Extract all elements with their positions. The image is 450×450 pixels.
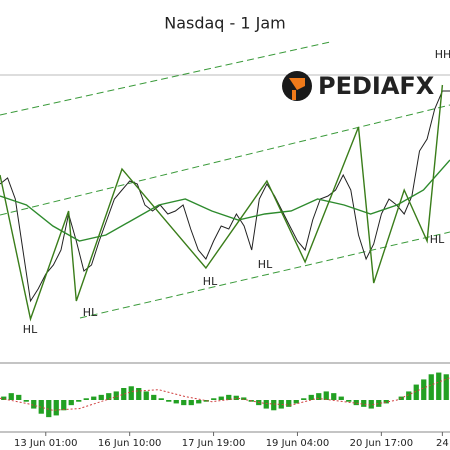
- histogram-bar: [158, 398, 164, 400]
- histogram-bar: [76, 400, 82, 402]
- histogram-bar: [406, 391, 412, 400]
- histogram-bar: [61, 400, 67, 411]
- annotation: HL: [23, 323, 38, 336]
- histogram-bar: [38, 400, 44, 414]
- price-line: [0, 90, 450, 303]
- channel-line: [0, 41, 331, 116]
- histogram-bar: [383, 400, 389, 404]
- histogram-bar: [31, 400, 37, 409]
- histogram-bar: [106, 393, 112, 400]
- histogram-bar: [421, 379, 427, 400]
- annotation: HL: [430, 233, 445, 246]
- histogram-bar: [293, 400, 299, 404]
- histogram-bar: [271, 400, 277, 411]
- moving-average: [0, 159, 450, 242]
- logo-text: PEDIAFX: [318, 72, 435, 100]
- histogram-bar: [278, 400, 284, 409]
- histogram-bar: [136, 388, 142, 400]
- histogram-bar: [218, 396, 224, 400]
- logo-icon: [292, 90, 296, 100]
- histogram-bar: [196, 400, 202, 404]
- histogram-bar: [91, 396, 97, 400]
- histogram-bar: [316, 393, 322, 400]
- histogram-bar: [241, 397, 247, 400]
- histogram-bar: [8, 393, 14, 400]
- histogram-bar: [338, 396, 344, 400]
- histogram-bar: [83, 398, 89, 400]
- annotation: HL: [203, 275, 218, 288]
- histogram-bar: [263, 400, 269, 409]
- chart-title: Nasdaq - 1 Jam: [164, 14, 286, 33]
- histogram-bar: [128, 386, 134, 400]
- histogram-bar: [308, 394, 314, 400]
- zigzag-line: [0, 84, 444, 322]
- histogram-bar: [301, 398, 307, 400]
- histogram-bar: [151, 394, 157, 400]
- histogram-bar: [203, 400, 209, 402]
- x-tick-label: 20 Jun 17:00: [350, 438, 414, 449]
- histogram-bar: [1, 396, 7, 400]
- histogram-bar: [98, 394, 104, 400]
- channel-line: [0, 104, 450, 216]
- histogram-bar: [368, 400, 374, 409]
- channel-line: [79, 231, 450, 319]
- histogram-bar: [188, 400, 194, 406]
- annotation: HL: [83, 306, 98, 319]
- logo: PEDIAFX: [282, 71, 435, 101]
- x-tick-label: 13 Jun 01:00: [14, 438, 78, 449]
- histogram-bar: [331, 393, 337, 400]
- histogram-bar: [46, 400, 52, 418]
- x-tick-label: 19 Jun 04:00: [266, 438, 330, 449]
- histogram-bar: [443, 374, 449, 400]
- signal-line: [0, 377, 450, 411]
- histogram-bar: [173, 400, 179, 404]
- x-tick-label: 17 Jun 19:00: [182, 438, 246, 449]
- histogram-bar: [361, 400, 367, 407]
- histogram-bar: [53, 400, 59, 416]
- x-tick-label: 24: [436, 438, 449, 449]
- histogram-bar: [323, 391, 329, 400]
- histogram-bar: [226, 394, 232, 400]
- histogram-bar: [286, 400, 292, 407]
- histogram-bar: [436, 372, 442, 400]
- histogram-bar: [113, 391, 119, 400]
- histogram-bar: [121, 388, 127, 400]
- histogram-bar: [376, 400, 382, 407]
- histogram-bar: [346, 400, 352, 402]
- histogram-bar: [23, 400, 29, 402]
- histogram-bar: [233, 395, 239, 400]
- histogram-bar: [143, 391, 149, 400]
- histogram-bar: [68, 400, 74, 406]
- histogram-bar: [16, 394, 22, 400]
- histogram-bar: [428, 374, 434, 400]
- histogram-bar: [181, 400, 187, 406]
- annotation: HH: [435, 48, 450, 61]
- histogram-bar: [413, 384, 419, 400]
- annotation: HL: [258, 258, 273, 271]
- x-tick-label: 16 Jun 10:00: [98, 438, 162, 449]
- histogram-bar: [166, 400, 172, 402]
- logo-icon: [289, 78, 305, 90]
- histogram-bar: [211, 398, 217, 400]
- histogram-bar: [353, 400, 359, 406]
